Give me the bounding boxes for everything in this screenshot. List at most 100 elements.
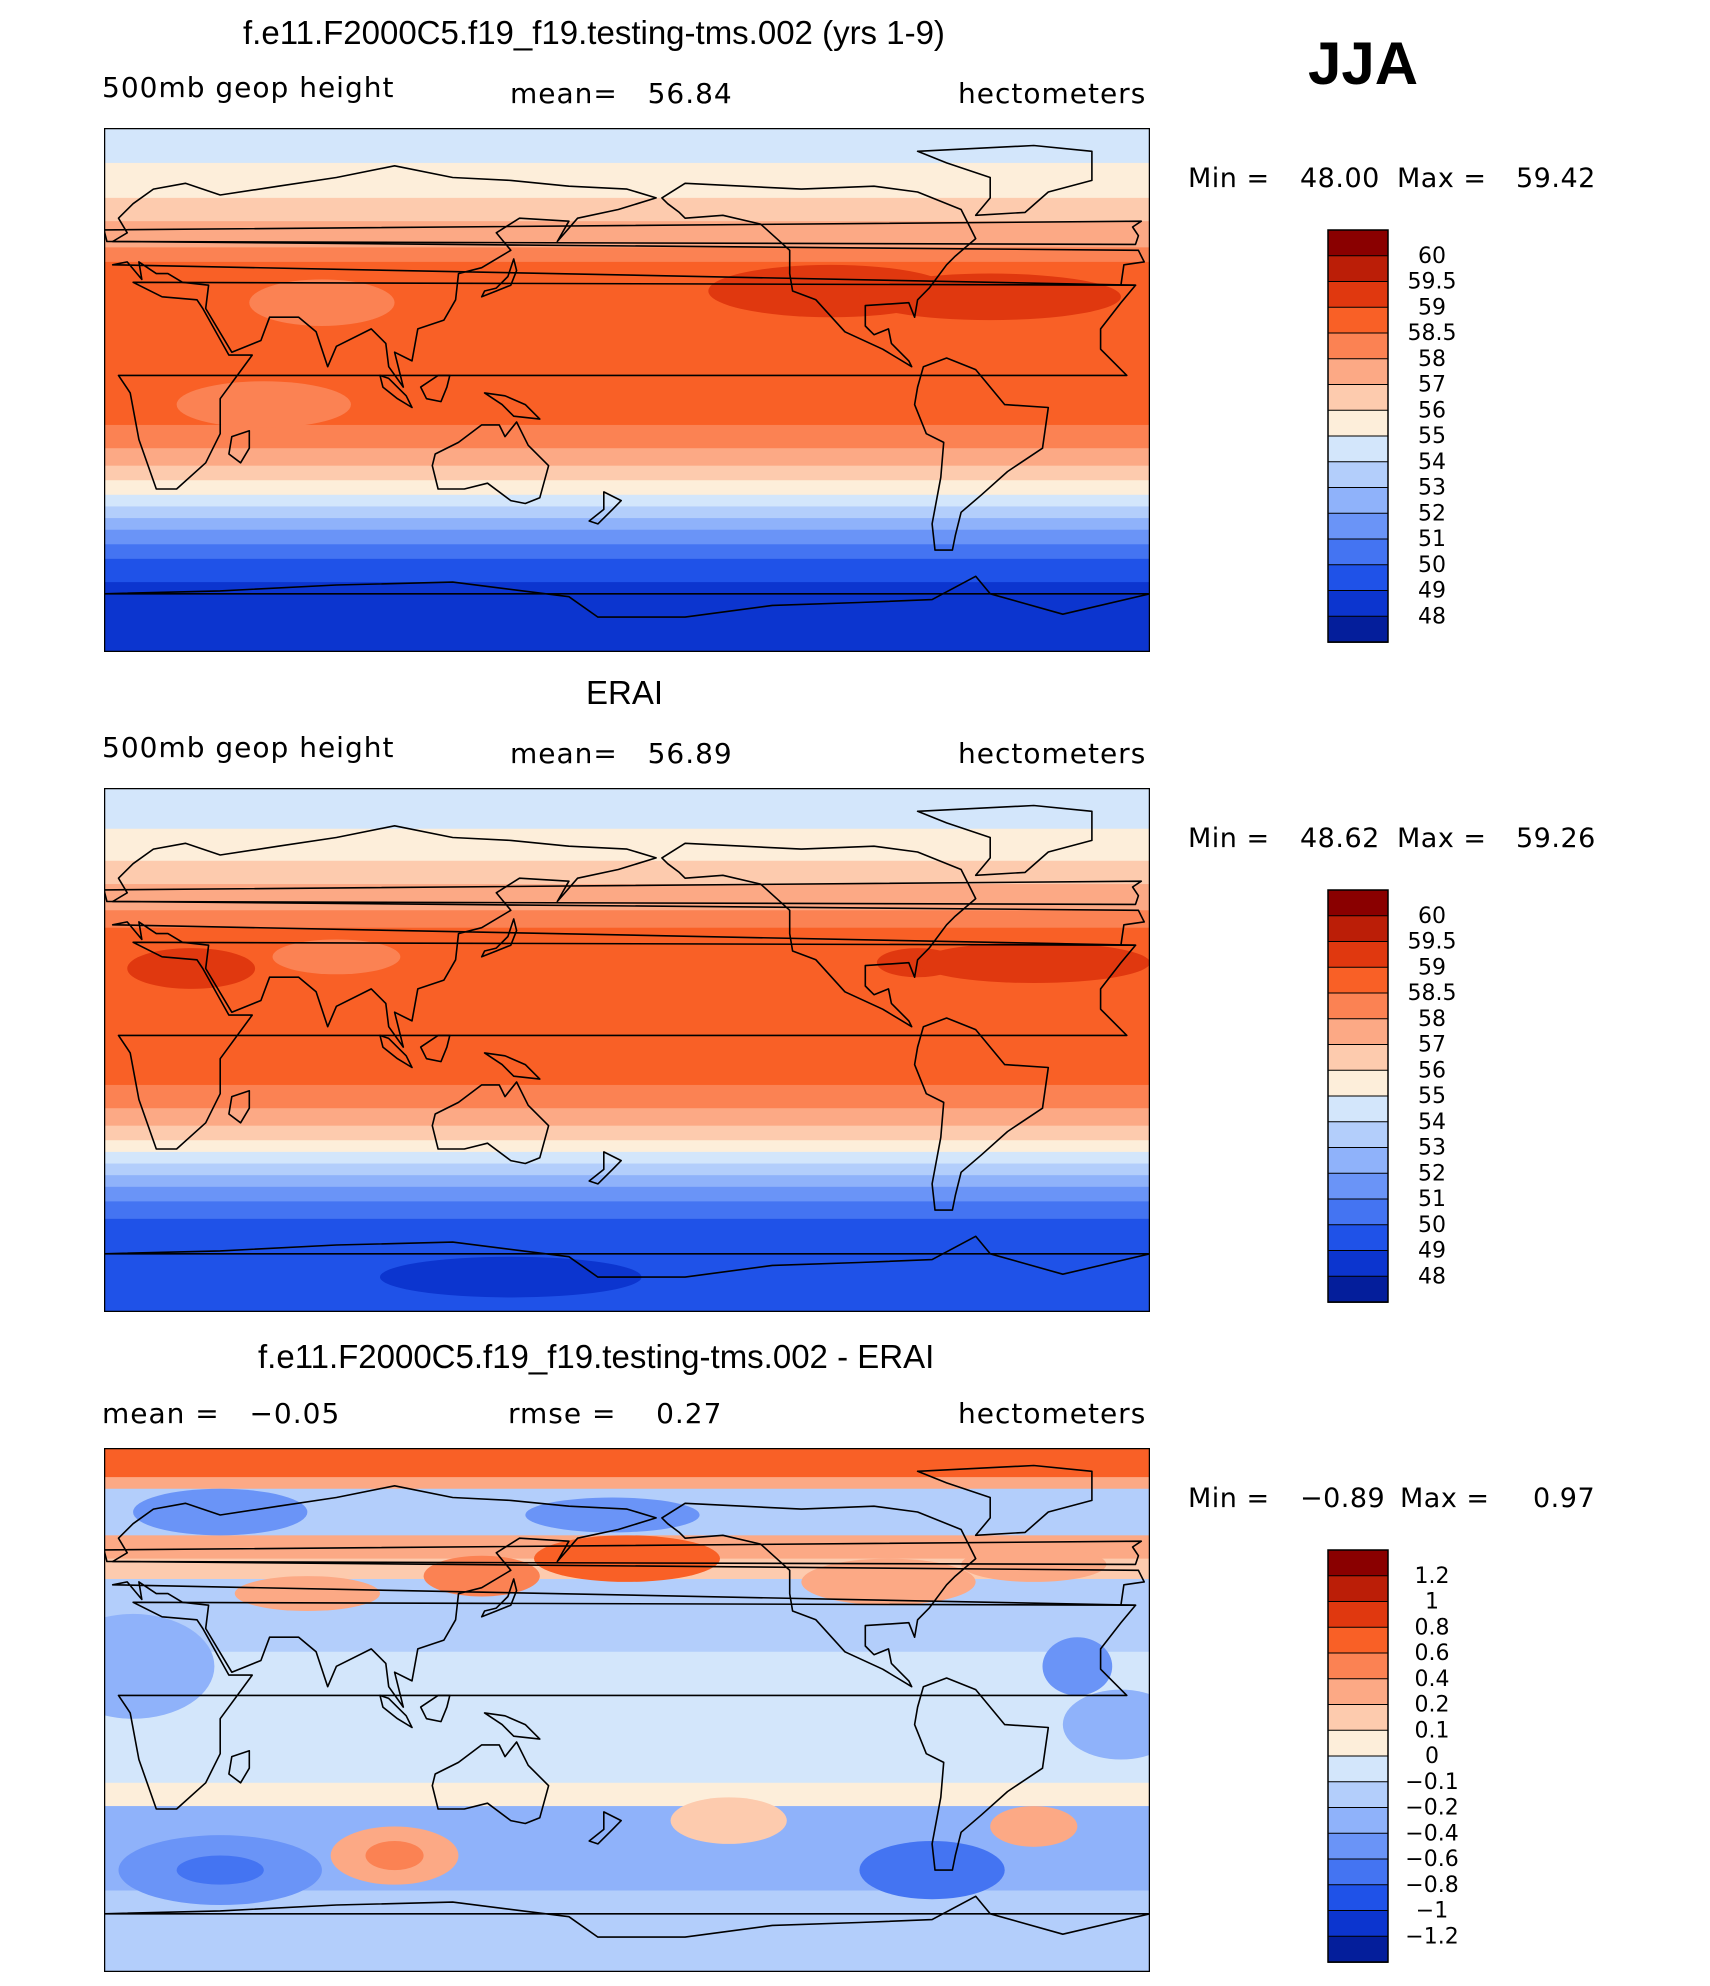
colorbar-label: 1.2 [1415,1564,1450,1589]
colorbar-label: 0.4 [1415,1667,1450,1692]
colorbar-swatch [1327,1250,1389,1278]
contour-band [104,860,1150,885]
colorbar-swatch [1327,615,1389,643]
contour-blob [990,1806,1078,1847]
contour-blob [917,942,1150,984]
contour-band [104,1890,1150,1972]
coastline-africa [117,941,1137,1150]
panel-1-title: f.e11.F2000C5.f19_f19.testing-tms.002 (y… [243,14,945,51]
panel-2-variable: 500mb geop height [102,731,395,764]
colorbar-swatch [1327,512,1389,540]
contour-blob [234,1576,381,1612]
colorbar-swatch [1327,590,1389,618]
colorbar-swatch [1327,1172,1389,1200]
colorbar-swatch [1327,889,1389,917]
colorbar-swatch [1327,538,1389,566]
panel-2-mean: mean= 56.89 [510,737,733,770]
map-frame [104,128,1150,652]
colorbar-label: −0.1 [1405,1770,1458,1795]
coastline-new-zealand [588,1151,623,1185]
coastline-africa [117,1601,1137,1810]
contour-band [104,162,1150,199]
colorbar-swatch [1327,1884,1389,1912]
contour-band [104,1084,1150,1109]
colorbar-label: 0 [1425,1744,1439,1769]
coastline-australia [431,1741,550,1825]
colorbar-label: 51 [1418,1187,1446,1212]
colorbar-swatch [1327,1626,1389,1654]
colorbar-swatch [1327,358,1389,386]
contour-band [104,494,1150,507]
colorbar-label: 52 [1418,501,1446,526]
colorbar-label: 59 [1418,295,1446,320]
contour-band [104,1108,1150,1127]
contour-band [104,465,1150,481]
colorbar-label: 54 [1418,1110,1446,1135]
colorbar-swatch [1327,564,1389,592]
colorbar-swatch [1327,941,1389,969]
contour-band [104,1201,1150,1220]
contour-band [104,910,1150,929]
colorbar-label: 0.2 [1415,1693,1450,1718]
colorbar-swatch [1327,409,1389,437]
panel-3-max-label: Max = [1400,1483,1490,1514]
panel-2-map [104,788,1150,1312]
panel-1-max-value: 59.42 [1516,163,1596,194]
contour-band [104,1140,1150,1153]
colorbar-frame [1327,229,1389,643]
colorbar-label: 60 [1418,904,1446,929]
panel-3-map [104,1448,1150,1972]
colorbar-label: 56 [1418,1058,1446,1083]
coastline-uk [104,220,1143,246]
colorbar-swatch [1327,915,1389,943]
contour-band [104,828,1150,862]
colorbar-swatch [1327,1652,1389,1680]
contour-blob [534,1535,720,1582]
panel-2-units: hectometers [958,737,1147,770]
contour-band [104,544,1150,560]
contour-band [104,1151,1150,1165]
contour-blob [859,1841,1005,1900]
contour-band [104,1218,1150,1312]
contour-band [104,1163,1150,1176]
colorbar-swatch [1327,1549,1389,1577]
panel-2-title: ERAI [586,674,664,711]
contour-band [104,247,1150,263]
coastline-new-guinea [483,1052,541,1080]
coastline-japan [480,1578,518,1618]
colorbar-swatch [1327,1781,1389,1809]
colorbar-swatch [1327,1018,1389,1046]
coastline-south-america [913,357,1050,551]
colorbar-swatch [1327,966,1389,994]
colorbar-label: 57 [1418,373,1446,398]
contour-blob [249,279,395,326]
panel-2-max-label: Max = [1397,823,1487,854]
contour-blob [104,1613,215,1719]
contour-blob [127,948,256,989]
coastline-north-america [661,1502,977,1688]
coastline-greenland [916,804,1093,877]
colorbar-swatch [1327,1275,1389,1303]
coastline-antarctica [104,1235,1150,1278]
panel-3-title: f.e11.F2000C5.f19_f19.testing-tms.002 - … [258,1338,935,1375]
contour-band [104,518,1150,531]
colorbar-swatch [1327,1858,1389,1886]
colorbar-label: 58.5 [1408,321,1457,346]
coastline-eurasia [111,164,1145,388]
contour-blob [670,1797,787,1844]
colorbar-label: 0.6 [1415,1641,1450,1666]
coastline-south-america [913,1677,1050,1871]
colorbar-label: 53 [1418,1136,1446,1161]
colorbar-swatch [1327,384,1389,412]
coastline-madagascar [228,429,251,464]
contour-blob [1062,1689,1150,1760]
colorbar-label: 50 [1418,1213,1446,1238]
map-frame [104,1448,1150,1972]
coastline-borneo [419,1034,451,1063]
coastline-new-zealand [588,1811,623,1845]
contour-blob [365,1841,424,1871]
contour-band [104,1175,1150,1188]
colorbar-swatch [1327,487,1389,515]
colorbar-label: 59.5 [1408,270,1457,295]
coastline-eurasia [111,824,1145,1048]
